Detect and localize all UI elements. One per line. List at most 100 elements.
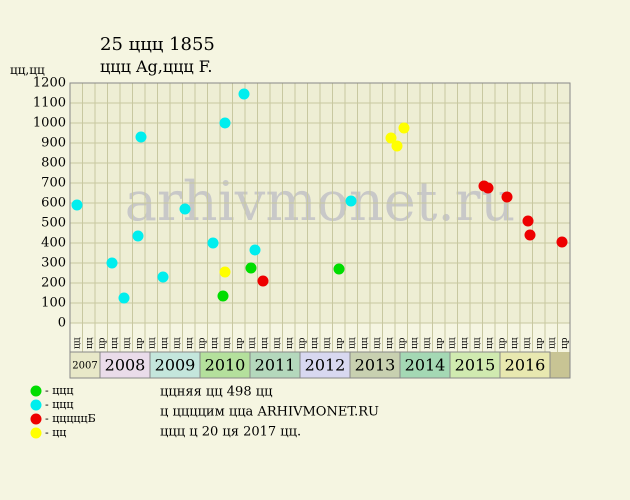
point xyxy=(217,290,229,302)
point xyxy=(132,230,144,242)
point xyxy=(482,182,494,194)
column-label: цц xyxy=(522,337,532,349)
year-label: 2011 xyxy=(255,356,296,375)
legend-label: - цц xyxy=(45,426,66,439)
column-label: цц xyxy=(72,337,82,349)
column-label: цц xyxy=(510,337,520,349)
column-label: цр xyxy=(535,337,545,349)
point xyxy=(219,117,231,129)
year-cell xyxy=(199,351,251,379)
column-label: цц xyxy=(122,337,132,349)
point xyxy=(118,292,130,304)
column-label: цц xyxy=(185,337,195,349)
y-tick-label: 0 xyxy=(58,316,66,331)
point xyxy=(385,132,397,144)
column-label: цр xyxy=(235,337,245,349)
column-label: цр xyxy=(560,337,570,349)
point xyxy=(398,122,410,134)
column-label: цц xyxy=(222,337,232,349)
y-tick-label: 300 xyxy=(41,256,66,271)
point xyxy=(179,203,191,215)
column-label: цц xyxy=(485,337,495,349)
footer-text: ццняя цц 498 цц xyxy=(160,385,272,400)
year-label: 2009 xyxy=(155,356,196,375)
legend-marker xyxy=(30,399,42,411)
column-label: цц xyxy=(285,337,295,349)
column-label: цц xyxy=(260,337,270,349)
footer-text: ц ццццим цца ARHIVMONET.RU xyxy=(160,405,379,420)
column-label: цц xyxy=(472,337,482,349)
column-label: цр xyxy=(497,337,507,349)
y-tick-label: 500 xyxy=(41,216,66,231)
column-label: цц xyxy=(460,337,470,349)
legend-marker xyxy=(30,427,42,439)
y-tick-label: 100 xyxy=(41,296,66,311)
column-label: цр xyxy=(97,337,107,349)
point xyxy=(71,199,83,211)
point xyxy=(391,140,403,152)
column-label: цц xyxy=(347,337,357,349)
point xyxy=(522,215,534,227)
point xyxy=(157,271,169,283)
column-label: цц xyxy=(372,337,382,349)
year-cell xyxy=(499,351,551,379)
column-label: цр xyxy=(435,337,445,349)
y-tick-label: 200 xyxy=(41,276,66,291)
column-label: цц xyxy=(360,337,370,349)
point xyxy=(245,262,257,274)
year-cell xyxy=(69,351,101,379)
year-cell xyxy=(399,351,451,379)
year-cell xyxy=(99,351,151,379)
column-label: цц xyxy=(247,337,257,349)
column-label: цр xyxy=(197,337,207,349)
year-label: 2013 xyxy=(355,356,396,375)
year-label: 2012 xyxy=(305,356,346,375)
year-cell xyxy=(349,351,401,379)
column-label: цц xyxy=(210,337,220,349)
y-tick-label: 1000 xyxy=(33,116,66,131)
point xyxy=(106,257,118,269)
y-tick-label: 1200 xyxy=(33,76,66,91)
y-tick-label: 700 xyxy=(41,176,66,191)
year-label: 2015 xyxy=(455,356,496,375)
column-label: цц xyxy=(410,337,420,349)
footer-text: ццц ц 20 ця 2017 цц. xyxy=(160,425,301,440)
column-label: цц xyxy=(310,337,320,349)
column-label: цр xyxy=(297,337,307,349)
point xyxy=(238,88,250,100)
point xyxy=(219,266,231,278)
legend-marker xyxy=(30,385,42,397)
column-label: цц xyxy=(85,337,95,349)
column-label: цц xyxy=(422,337,432,349)
point xyxy=(257,275,269,287)
y-tick-label: 400 xyxy=(41,236,66,251)
y-tick-label: 600 xyxy=(41,196,66,211)
column-label: цр xyxy=(135,337,145,349)
y-tick-label: 900 xyxy=(41,136,66,151)
y-tick-label: 800 xyxy=(41,156,66,171)
y-tick-label: 1100 xyxy=(33,96,66,111)
column-label: цр xyxy=(335,337,345,349)
column-label: цр xyxy=(397,337,407,349)
point xyxy=(501,191,513,203)
column-label: цц xyxy=(322,337,332,349)
year-label: 2008 xyxy=(105,356,146,375)
point xyxy=(556,236,568,248)
year-label: 2016 xyxy=(505,356,546,375)
chart-title: 25 ццц 1855 xyxy=(100,34,215,55)
chart-subtitle: ццц Ag,ццц F. xyxy=(100,57,212,76)
point xyxy=(524,229,536,241)
point xyxy=(207,237,219,249)
year-label: 2007 xyxy=(72,361,97,372)
year-label: 2014 xyxy=(405,356,446,375)
column-label: цц xyxy=(447,337,457,349)
column-label: цц xyxy=(385,337,395,349)
year-label: 2010 xyxy=(205,356,246,375)
column-label: цц xyxy=(547,337,557,349)
column-label: цц xyxy=(272,337,282,349)
column-label: цц xyxy=(160,337,170,349)
column-label: цц xyxy=(147,337,157,349)
legend-marker xyxy=(30,413,42,425)
legend-label: - цццццБ xyxy=(45,412,96,425)
